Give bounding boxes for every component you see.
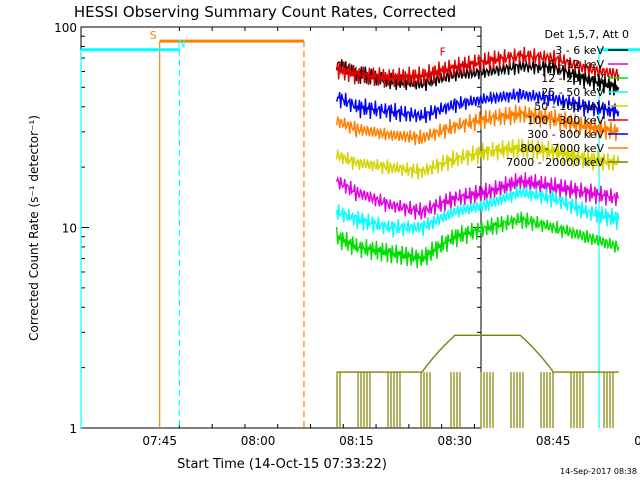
legend-entry-label: 100 - 300 keV xyxy=(527,114,604,127)
annotation-label: S xyxy=(150,29,157,42)
y-tick-label: 1 xyxy=(69,422,77,436)
series-line xyxy=(336,211,620,269)
annotation-label: F xyxy=(440,46,446,59)
legend-entry-label: 300 - 800 keV xyxy=(527,128,604,141)
y-axis-label: Corrected Count Rate (s⁻¹ detector⁻¹) xyxy=(27,115,41,341)
legend-entry-label: 800 - 7000 keV xyxy=(520,142,604,155)
legend-entry-label: 12 - 25 keV xyxy=(541,72,604,85)
series-line xyxy=(336,104,620,146)
legend-entry-label: 25 - 50 keV xyxy=(541,86,604,99)
legend-entry-label: 50 - 100 keV xyxy=(534,100,604,113)
legend-header: Det 1,5,7, Att 0 xyxy=(545,28,629,41)
legend-entry-label: 6 - 12 keV xyxy=(548,58,604,71)
series-line xyxy=(336,185,620,238)
annotation-label: N xyxy=(177,38,185,51)
x-tick-label: 09:00 xyxy=(634,434,640,448)
x-tick-label: 08:45 xyxy=(536,434,571,448)
x-tick-label: 08:30 xyxy=(437,434,472,448)
x-axis-label: Start Time (14-Oct-15 07:33:22) xyxy=(177,457,387,472)
y-tick-label: 100 xyxy=(54,21,77,35)
y-tick-label: 10 xyxy=(62,222,77,236)
series-line xyxy=(336,46,620,88)
render-timestamp: 14-Sep-2017 08:38 xyxy=(560,467,637,476)
series-line xyxy=(336,334,619,373)
x-tick-label: 07:45 xyxy=(142,434,177,448)
series-line xyxy=(336,172,619,220)
legend-entry-label: 3 - 6 keV xyxy=(555,44,604,57)
legend-entry-label: 7000 - 20000 keV xyxy=(506,156,604,169)
series-line xyxy=(336,138,620,180)
x-tick-label: 08:00 xyxy=(241,434,276,448)
series-line xyxy=(336,88,620,123)
x-tick-label: 08:15 xyxy=(339,434,374,448)
chart-marks: 1 10 100 07:45 08:00 08:15 08:30 08:45 09:00 S N F xyxy=(54,21,640,448)
chart-title: HESSI Observing Summary Count Rates, Cor… xyxy=(74,3,456,21)
